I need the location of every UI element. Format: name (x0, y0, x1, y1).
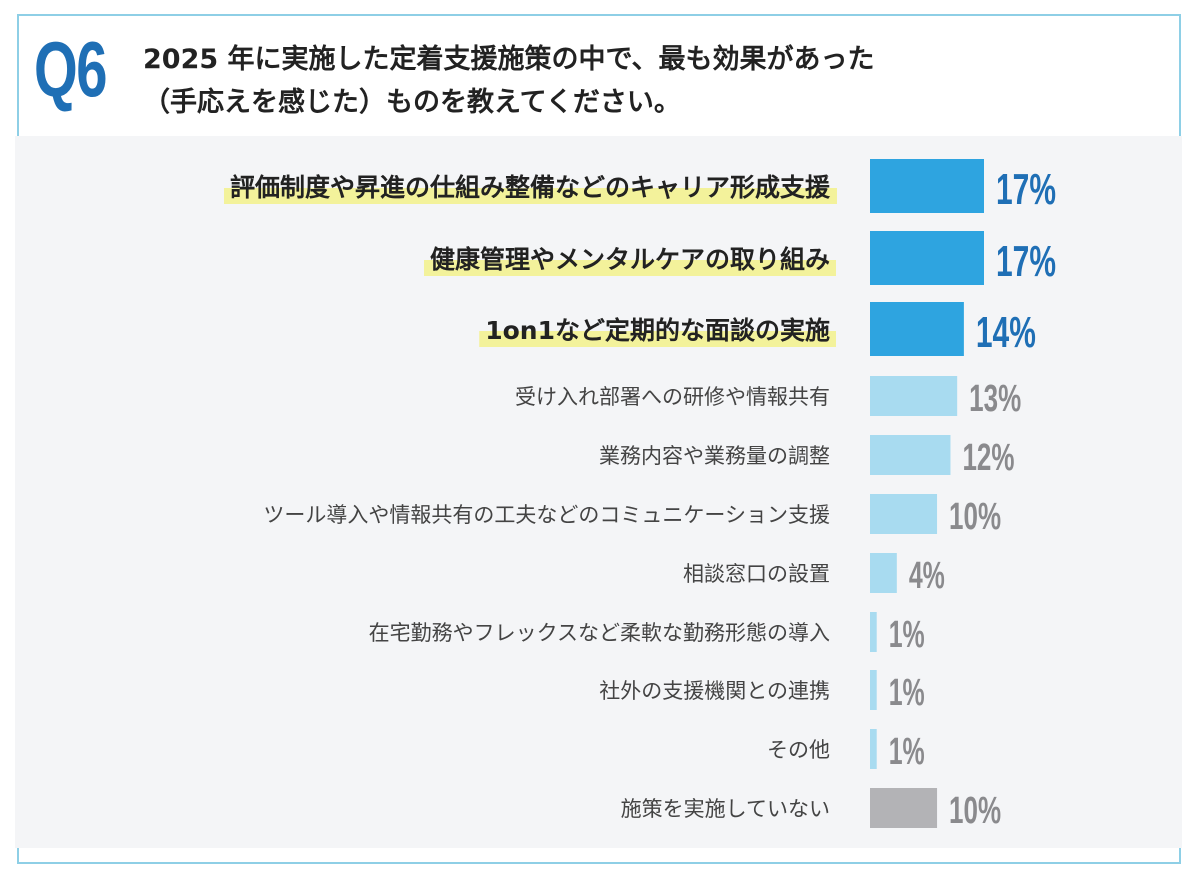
label-highlight-marker (223, 188, 837, 204)
bar (870, 494, 938, 534)
value-label: 17% (996, 237, 1056, 286)
category-label: 評価制度や昇進の仕組み整備などのキャリア形成支援 (230, 173, 831, 202)
question-title-line-2: （手応えを感じた）ものを教えてください。 (143, 87, 681, 118)
category-label: 健康管理やメンタルケアの取り組み (430, 245, 830, 274)
label-highlight-marker (423, 260, 836, 276)
category-label: 在宅勤務やフレックスなど柔軟な勤務形態の導入 (369, 621, 830, 645)
value-label: 1% (889, 731, 925, 773)
value-label: 12% (962, 437, 1014, 479)
bar (870, 231, 984, 285)
category-label: 受け入れ部署への研修や情報共有 (515, 385, 830, 409)
bar (870, 302, 964, 356)
bar (870, 159, 984, 213)
category-label: 社外の支援機関との連携 (599, 679, 830, 703)
question-badge: Q6 (34, 25, 107, 113)
category-label: 業務内容や業務量の調整 (599, 444, 830, 468)
value-label: 17% (996, 165, 1056, 214)
chart-area-background (15, 136, 1182, 848)
bar (870, 729, 877, 769)
value-label: 14% (976, 308, 1036, 357)
category-label: 施策を実施していない (621, 797, 830, 821)
question-title-line-1: 2025 年に実施した定着支援施策の中で、最も効果があった (143, 44, 875, 75)
value-label: 10% (949, 496, 1001, 538)
value-label: 4% (909, 555, 945, 597)
bar (870, 376, 958, 416)
bar (870, 612, 877, 652)
value-label: 10% (949, 790, 1001, 832)
value-label: 1% (889, 672, 925, 714)
label-highlight-marker (479, 331, 836, 347)
question-title: 2025 年に実施した定着支援施策の中で、最も効果があった （手応えを感じた）も… (143, 38, 1103, 124)
bar (870, 788, 938, 828)
value-label: 13% (969, 378, 1021, 420)
bar (870, 670, 877, 710)
bar (870, 553, 897, 593)
category-label: その他 (767, 738, 830, 762)
bar (870, 435, 951, 475)
value-label: 1% (889, 614, 925, 656)
category-label: 1on1など定期的な面談の実施 (485, 316, 830, 345)
category-label: 相談窓口の設置 (683, 562, 830, 586)
category-label: ツール導入や情報共有の工夫などのコミュニケーション支援 (263, 503, 830, 527)
